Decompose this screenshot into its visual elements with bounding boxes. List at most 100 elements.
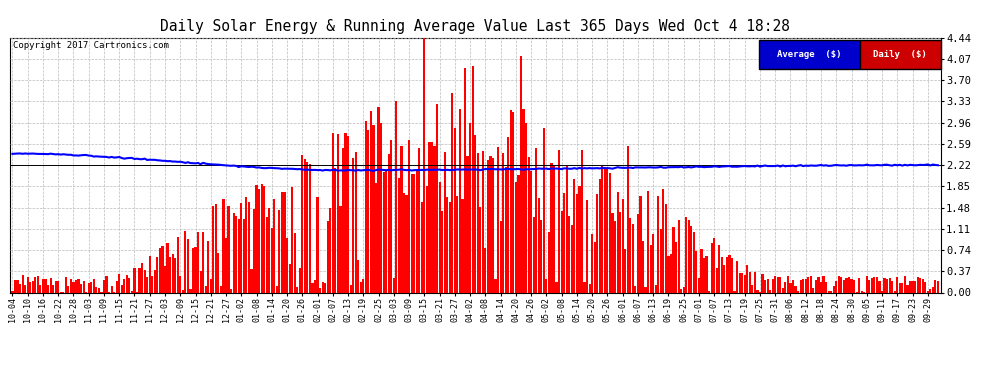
Bar (116, 280, 118, 292)
Bar (42, 279, 44, 292)
Bar (642, 242, 644, 292)
Bar (317, 197, 319, 292)
Bar (751, 285, 753, 292)
Bar (919, 278, 922, 292)
Bar (375, 183, 377, 292)
Bar (429, 142, 431, 292)
Bar (304, 159, 306, 292)
Bar (335, 168, 337, 292)
Bar (258, 189, 260, 292)
Bar (246, 197, 248, 292)
Bar (301, 155, 303, 292)
Bar (777, 277, 779, 292)
Bar (937, 281, 940, 292)
Bar (588, 284, 591, 292)
Bar (909, 281, 911, 292)
Bar (850, 279, 852, 292)
Bar (764, 279, 766, 292)
Bar (398, 178, 400, 292)
Bar (40, 285, 42, 292)
Bar (121, 285, 123, 292)
Title: Daily Solar Energy & Running Average Value Last 365 Days Wed Oct 4 18:28: Daily Solar Energy & Running Average Val… (160, 18, 790, 33)
Bar (886, 279, 888, 292)
Bar (24, 285, 27, 292)
Bar (52, 285, 54, 292)
Bar (446, 197, 448, 292)
Bar (286, 238, 288, 292)
Bar (657, 196, 659, 292)
Bar (50, 278, 51, 292)
Bar (533, 216, 535, 292)
Bar (291, 188, 293, 292)
Bar (364, 121, 367, 292)
Bar (930, 288, 932, 292)
Bar (860, 291, 862, 292)
Bar (841, 277, 842, 292)
Bar (690, 226, 692, 292)
Bar (560, 211, 562, 292)
Bar (802, 279, 804, 292)
Bar (32, 280, 34, 292)
Bar (700, 249, 703, 292)
Bar (220, 286, 222, 292)
Bar (314, 280, 316, 292)
Bar (484, 248, 486, 292)
Bar (95, 287, 97, 292)
Bar (833, 286, 835, 292)
Bar (924, 282, 927, 292)
Bar (545, 279, 547, 292)
Bar (385, 170, 387, 292)
Bar (469, 123, 471, 292)
Bar (883, 279, 886, 292)
Bar (189, 290, 191, 292)
Bar (70, 279, 72, 292)
Bar (403, 193, 405, 292)
Bar (390, 141, 392, 292)
Bar (743, 275, 745, 292)
Bar (823, 276, 825, 292)
Bar (784, 282, 786, 292)
Bar (706, 256, 708, 292)
Bar (805, 279, 807, 292)
Bar (250, 269, 252, 292)
Bar (458, 110, 461, 292)
Bar (891, 280, 893, 292)
Bar (434, 146, 436, 292)
Bar (260, 184, 262, 292)
Bar (871, 278, 873, 292)
Bar (436, 104, 439, 292)
Bar (17, 279, 19, 292)
Bar (672, 227, 674, 292)
Bar (748, 272, 750, 292)
Bar (649, 244, 651, 292)
Bar (614, 221, 616, 292)
Bar (907, 285, 909, 292)
Bar (695, 251, 698, 292)
Bar (667, 256, 669, 292)
Bar (576, 194, 578, 292)
Bar (647, 191, 649, 292)
Bar (19, 284, 21, 292)
Bar (683, 287, 685, 292)
Bar (713, 238, 716, 292)
Bar (563, 193, 565, 292)
Bar (640, 196, 642, 292)
Bar (865, 276, 868, 292)
Bar (319, 288, 321, 292)
Bar (901, 284, 904, 292)
Bar (426, 186, 428, 292)
Bar (47, 285, 50, 292)
Bar (228, 206, 230, 292)
Bar (573, 179, 575, 292)
Bar (90, 282, 92, 292)
Bar (144, 270, 146, 292)
Bar (756, 291, 758, 292)
Bar (596, 194, 598, 292)
Bar (586, 200, 588, 292)
Bar (842, 280, 844, 292)
Bar (795, 286, 797, 292)
Bar (411, 174, 413, 292)
Bar (800, 280, 802, 292)
Bar (359, 282, 362, 292)
Bar (688, 220, 690, 292)
